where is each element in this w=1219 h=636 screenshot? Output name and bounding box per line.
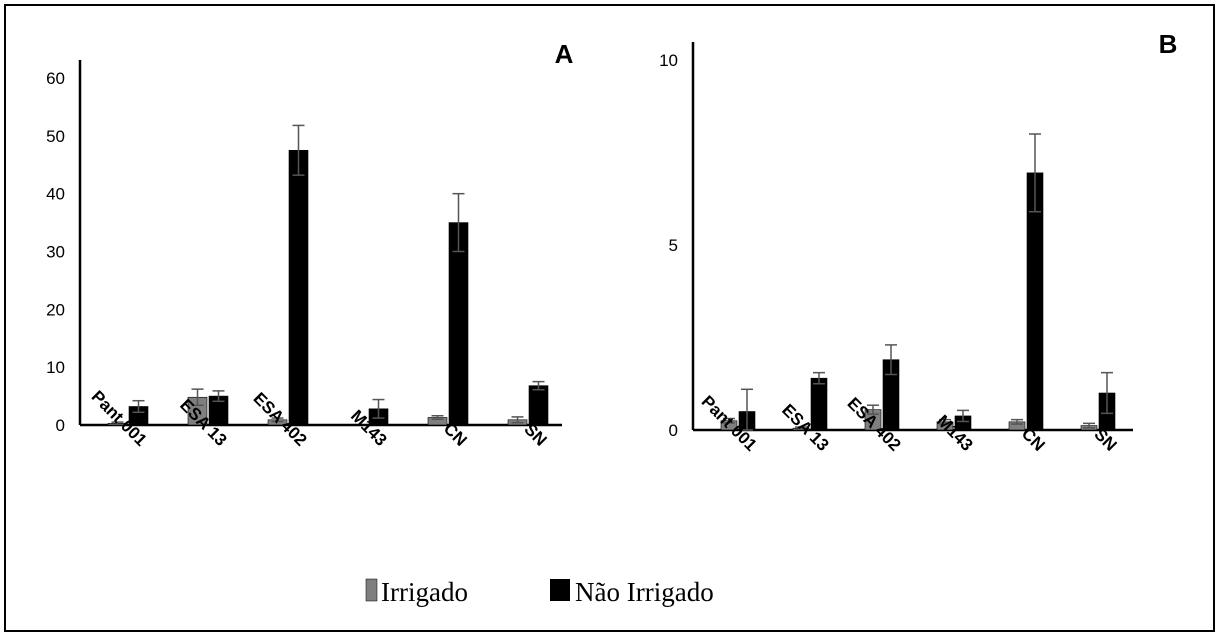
error-bar-a-irrigado-sn — [511, 416, 524, 424]
error-bar-b-n-o-irrigado-esa-402 — [885, 344, 897, 376]
bar-a-n-o-irrigado-sn — [528, 385, 549, 426]
error-bar-b-irrigado-esa-13 — [795, 426, 807, 431]
error-bar-a-irrigado-esa-13 — [191, 388, 204, 407]
error-bar-a-n-o-irrigado-esa-402 — [292, 124, 305, 176]
error-bar-a-n-o-irrigado-pant-001 — [132, 399, 145, 414]
error-bar-a-n-o-irrigado-cn — [452, 192, 465, 253]
y-tick-label-a: 50 — [46, 127, 65, 146]
error-bar-b-irrigado-cn — [1011, 418, 1023, 425]
error-bar-a-irrigado-pant-001 — [111, 421, 124, 426]
error-bar-b-irrigado-esa-402 — [867, 404, 879, 415]
y-tick-label-b: 0 — [669, 421, 678, 440]
error-bar-b-n-o-irrigado-pant-001 — [741, 388, 753, 431]
bar-a-n-o-irrigado-cn — [448, 222, 469, 426]
legend-swatch-nao-irrigado — [550, 579, 570, 601]
panel-a-label: A — [555, 39, 574, 69]
y-tick-label-a: 10 — [46, 358, 65, 377]
legend: Irrigado Não Irrigado — [365, 577, 714, 607]
y-tick-label-a: 0 — [56, 416, 65, 435]
error-bar-b-irrigado-sn — [1083, 422, 1095, 429]
figure-border — [4, 4, 1215, 632]
error-bar-a-irrigado-esa-402 — [271, 417, 284, 423]
y-tick-label-a: 30 — [46, 243, 65, 262]
legend-swatch-irrigado — [365, 578, 378, 602]
panel-b-label: B — [1159, 29, 1178, 59]
error-bar-b-irrigado-m143 — [939, 418, 951, 425]
error-bar-b-n-o-irrigado-sn — [1101, 371, 1113, 415]
y-tick-label-b: 10 — [659, 51, 678, 70]
error-bar-b-n-o-irrigado-cn — [1029, 133, 1041, 213]
y-tick-label-a: 40 — [46, 185, 65, 204]
error-bar-a-n-o-irrigado-esa-13 — [212, 390, 225, 403]
error-bar-a-irrigado-cn — [431, 414, 444, 420]
error-bar-a-n-o-irrigado-sn — [532, 380, 545, 391]
y-tick-label-a: 20 — [46, 300, 65, 319]
error-bar-b-n-o-irrigado-m143 — [957, 409, 969, 423]
error-bar-b-n-o-irrigado-esa-13 — [813, 371, 825, 385]
legend-label-irrigado: Irrigado — [381, 577, 468, 607]
bar-a-n-o-irrigado-esa-402 — [288, 149, 309, 426]
error-bar-a-n-o-irrigado-m143 — [372, 398, 385, 419]
error-bar-b-irrigado-pant-001 — [723, 417, 735, 424]
legend-label-nao-irrigado: Não Irrigado — [575, 577, 714, 607]
y-tick-label-a: 60 — [46, 69, 65, 88]
y-tick-label-b: 5 — [669, 236, 678, 255]
